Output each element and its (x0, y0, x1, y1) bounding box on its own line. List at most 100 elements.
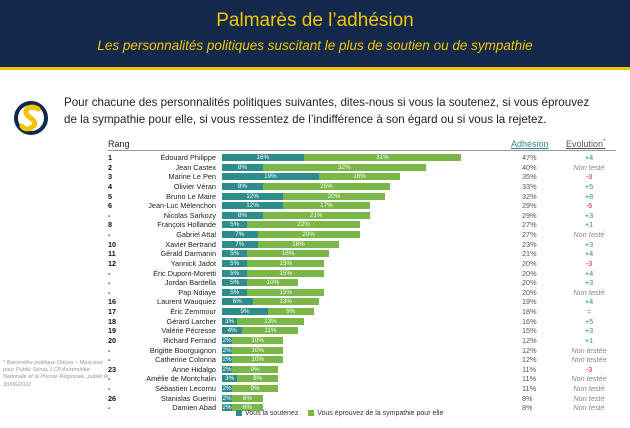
bar-soutien: 8% (222, 163, 263, 171)
evolution-value: +5 (584, 181, 594, 191)
source-footnote: * Baromètre politique Odoxa – Mascaret p… (3, 360, 109, 388)
adhesion-value: 12% (522, 345, 537, 355)
evolution-value: Non testé (573, 162, 605, 172)
evolution-value: +4 (584, 268, 594, 278)
person-name: Sébastien Lecornu (155, 384, 216, 394)
slide-title: Palmarès de l’adhésion (216, 10, 414, 31)
evolution-value: Non testée (571, 355, 607, 365)
adhesion-value: 11% (522, 364, 537, 374)
rank-cell: 11 (108, 249, 116, 259)
legend-item-sympathie: Vous éprouvez de la sympathie pour elle (308, 410, 443, 417)
bar-soutien: 16% (222, 154, 304, 161)
evolution-value: Non testé (573, 287, 605, 297)
adhesion-value: 16% (522, 316, 537, 326)
bar-sympathie: 10% (232, 346, 284, 354)
bar-sympathie: 13% (237, 317, 304, 325)
evolution-value: +8 (584, 191, 594, 201)
bar-sympathie: 16% (318, 173, 401, 181)
adhesion-value: 21% (522, 249, 537, 259)
evolution-value: +1 (584, 220, 594, 230)
person-name: Gabriel Attal (176, 230, 216, 240)
rank-cell: - (108, 355, 111, 365)
bar-soutien: 2% (222, 404, 233, 412)
evolution-value: Non testée (571, 345, 607, 355)
chart-legend: Vous la soutenez Vous éprouvez de la sym… (236, 410, 451, 417)
slide-subtitle: Les personnalités politiques suscitant l… (97, 38, 533, 53)
bar-soutien: 2% (222, 356, 233, 364)
bar-soutien: 2% (222, 346, 233, 354)
bar-soutien: 7% (222, 231, 258, 239)
rank-cell: - (108, 345, 111, 355)
adhesion-value: 18% (522, 307, 537, 317)
bar-soutien: 12% (222, 202, 284, 210)
rank-cell: 2 (108, 162, 113, 172)
bar-sympathie: 6% (232, 394, 263, 402)
rank-cell: - (108, 210, 111, 220)
person-name: Éric Dupont-Moretti (153, 268, 216, 278)
adhesion-value: 11% (522, 374, 537, 384)
bar-soutien: 9% (222, 308, 268, 316)
person-name: Éric Zemmour (170, 307, 216, 317)
bar-sympathie: 17% (283, 202, 370, 210)
bar-soutien: 8% (222, 211, 263, 219)
person-name: Richard Ferrand (163, 335, 216, 345)
bar-soutien: 5% (222, 259, 248, 267)
bar-sympathie: 15% (247, 288, 324, 296)
person-name: Anne Hidalgo (172, 364, 216, 374)
evolution-value: = (586, 307, 592, 317)
bar-sympathie: 22% (247, 221, 360, 229)
person-name: Stanislas Guerini (160, 393, 216, 403)
person-name: Édouard Philippe (160, 153, 216, 162)
person-name: Nicolas Sarkozy (163, 210, 216, 220)
bar-sympathie: 20% (257, 231, 360, 239)
adhesion-value: 20% (522, 258, 537, 268)
adhesion-value: 33% (522, 181, 537, 191)
person-name: Amélie de Montchalin (146, 374, 216, 384)
bar-soutien: 5% (222, 269, 248, 277)
adhesion-value: 8% (522, 393, 533, 403)
legend-label-soutien: Vous la soutenez (245, 410, 299, 417)
bar-sympathie: 25% (262, 182, 391, 190)
evolution-value: -3 (585, 258, 593, 268)
bar-sympathie: 10% (247, 279, 299, 287)
bar-soutien: 3% (222, 317, 238, 325)
bar-sympathie: 32% (262, 163, 426, 171)
adhesion-value: 20% (522, 268, 537, 278)
bar-sympathie: 9% (267, 308, 314, 316)
header-divider (108, 150, 616, 151)
rank-cell: 19 (108, 326, 117, 336)
rank-cell: 16 (108, 297, 117, 307)
bar-sympathie: 9% (232, 365, 279, 373)
evolution-value: Non testé (573, 393, 605, 403)
bar-sympathie: 10% (232, 336, 284, 344)
evolution-value: +4 (584, 297, 594, 307)
evolution-value: +3 (584, 326, 594, 336)
bar-soutien: 2% (222, 365, 233, 373)
bar-soutien: 2% (222, 336, 233, 344)
person-name: Jordan Bardella (164, 278, 216, 288)
bar-sympathie: 9% (232, 385, 279, 393)
rank-cell: 20 (108, 335, 117, 345)
bar-soutien: 5% (222, 288, 248, 296)
adhesion-value: 19% (522, 297, 537, 307)
rank-cell: 10 (108, 239, 117, 249)
evolution-header-mark: * (603, 139, 606, 145)
person-name: François Hollande (157, 220, 216, 230)
evolution-value: +4 (584, 153, 594, 162)
rank-cell: - (108, 374, 111, 384)
evolution-value: -6 (585, 201, 593, 211)
person-name: Gérald Darmanin (160, 249, 216, 259)
evolution-value: Non testé (573, 403, 605, 413)
person-name: Bruno Le Maire (166, 191, 216, 201)
evolution-value: +5 (584, 316, 594, 326)
rank-cell: 8 (108, 220, 113, 230)
person-name: Olivier Véran (173, 181, 216, 191)
evolution-value: Non testée (571, 374, 607, 384)
bar-soutien: 19% (222, 173, 319, 181)
rank-cell: - (108, 287, 111, 297)
rank-cell: 4 (108, 181, 113, 191)
slide-header: Palmarès de l’adhésion Les personnalités… (0, 0, 630, 70)
header-accent-line (0, 67, 630, 70)
rank-cell: - (108, 268, 111, 278)
bar-sympathie: 21% (262, 211, 370, 219)
